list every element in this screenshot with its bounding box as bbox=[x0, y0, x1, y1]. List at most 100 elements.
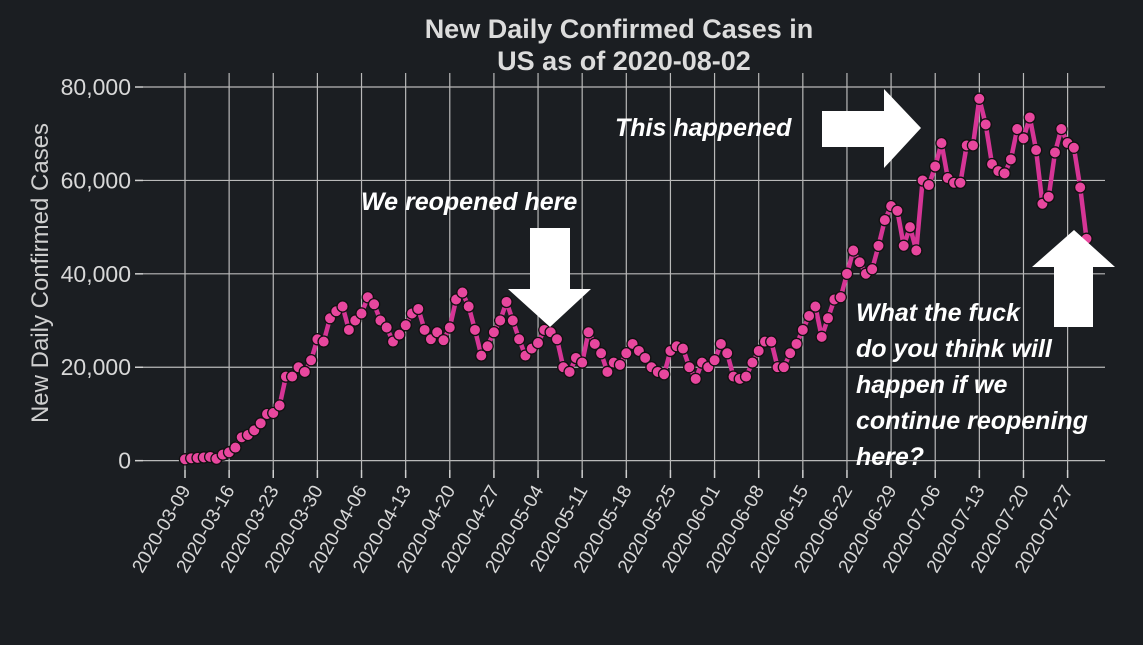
data-point bbox=[506, 314, 520, 327]
data-point bbox=[456, 286, 469, 299]
data-point bbox=[304, 353, 318, 367]
y-tick-label: 60,000 bbox=[61, 167, 131, 193]
data-point bbox=[739, 370, 753, 383]
data-point bbox=[512, 332, 526, 346]
data-point bbox=[273, 399, 286, 412]
data-point bbox=[1010, 122, 1024, 136]
annotation-what-line-4: continue reopening bbox=[856, 407, 1088, 435]
arrow-right-icon bbox=[822, 89, 921, 168]
data-point bbox=[1048, 146, 1062, 159]
y-tick-label: 40,000 bbox=[61, 261, 131, 287]
data-point bbox=[481, 339, 494, 353]
data-point bbox=[708, 353, 721, 367]
data-point bbox=[1067, 141, 1081, 154]
data-point bbox=[973, 92, 986, 105]
data-point bbox=[443, 321, 457, 334]
data-point bbox=[910, 244, 923, 257]
data-point bbox=[657, 368, 671, 381]
arrow-down-icon bbox=[508, 228, 591, 327]
data-point bbox=[840, 267, 854, 281]
data-point bbox=[412, 302, 425, 316]
data-point bbox=[746, 356, 759, 369]
data-point bbox=[1029, 143, 1043, 157]
data-point bbox=[468, 323, 482, 337]
data-point bbox=[1004, 153, 1018, 166]
data-point bbox=[847, 244, 860, 257]
series-line bbox=[182, 96, 1089, 462]
data-point bbox=[500, 295, 513, 309]
data-point bbox=[437, 333, 450, 347]
data-point bbox=[966, 139, 980, 152]
data-point bbox=[714, 337, 728, 351]
data-point bbox=[588, 337, 602, 351]
data-point bbox=[796, 323, 810, 337]
data-point bbox=[903, 220, 917, 234]
arrow-up-icon bbox=[1032, 230, 1115, 327]
data-point bbox=[613, 358, 627, 372]
data-point bbox=[487, 325, 501, 339]
data-point bbox=[922, 178, 936, 192]
data-point bbox=[367, 297, 381, 311]
data-point bbox=[531, 336, 545, 350]
data-point bbox=[601, 365, 614, 379]
data-point bbox=[790, 337, 803, 351]
annotation-this-happened: This happened bbox=[615, 114, 792, 142]
data-point bbox=[462, 300, 475, 313]
data-point bbox=[355, 307, 368, 320]
data-point bbox=[777, 360, 791, 374]
data-point bbox=[317, 335, 330, 348]
data-point bbox=[891, 204, 904, 218]
data-point bbox=[550, 332, 564, 346]
data-point bbox=[689, 372, 702, 386]
y-axis-label: New Daily Confirmed Cases bbox=[27, 123, 54, 423]
data-point bbox=[342, 323, 356, 337]
data-point bbox=[1023, 111, 1037, 124]
data-point bbox=[229, 441, 242, 454]
data-point bbox=[393, 328, 406, 341]
data-point bbox=[928, 160, 942, 173]
data-point bbox=[865, 262, 879, 276]
data-point bbox=[298, 365, 312, 379]
data-point bbox=[935, 136, 948, 150]
data-point bbox=[575, 356, 589, 369]
data-point bbox=[752, 344, 765, 358]
data-point bbox=[815, 330, 828, 344]
y-tick-label: 0 bbox=[118, 448, 131, 474]
data-point bbox=[493, 314, 507, 327]
data-point bbox=[872, 239, 885, 253]
data-point bbox=[853, 255, 866, 269]
data-point bbox=[1017, 132, 1030, 145]
data-point bbox=[475, 349, 488, 362]
data-point bbox=[254, 417, 267, 430]
annotation-we-reopened-here: We reopened here bbox=[361, 188, 577, 216]
data-point bbox=[720, 346, 734, 360]
y-tick-label: 80,000 bbox=[61, 74, 131, 100]
data-point bbox=[783, 346, 797, 360]
chart-title-line-2: US as of 2020-08-02 bbox=[497, 46, 751, 76]
data-point bbox=[399, 318, 412, 332]
data-point bbox=[418, 323, 431, 337]
data-point bbox=[1042, 190, 1055, 204]
data-point bbox=[620, 346, 633, 360]
annotation-what-line-1: What the fuck bbox=[856, 299, 1021, 327]
data-point bbox=[765, 335, 778, 348]
data-point bbox=[430, 325, 444, 339]
annotation-what-line-3: happen if we bbox=[856, 371, 1008, 399]
data-point bbox=[1073, 181, 1087, 194]
data-point bbox=[285, 370, 299, 383]
data-point bbox=[638, 351, 652, 365]
x-axis: 2020-03-092020-03-162020-03-232020-03-30… bbox=[129, 470, 1078, 577]
chart-title-line-1: New Daily Confirmed Cases in bbox=[425, 14, 814, 44]
data-point bbox=[821, 311, 835, 325]
data-point bbox=[380, 321, 393, 334]
data-point bbox=[878, 213, 892, 227]
data-point bbox=[834, 290, 847, 304]
data-point bbox=[809, 300, 822, 313]
y-tick-label: 20,000 bbox=[61, 354, 131, 380]
data-point bbox=[676, 342, 690, 355]
data-point bbox=[683, 360, 696, 374]
data-point bbox=[563, 365, 576, 379]
data-point bbox=[1055, 122, 1068, 136]
